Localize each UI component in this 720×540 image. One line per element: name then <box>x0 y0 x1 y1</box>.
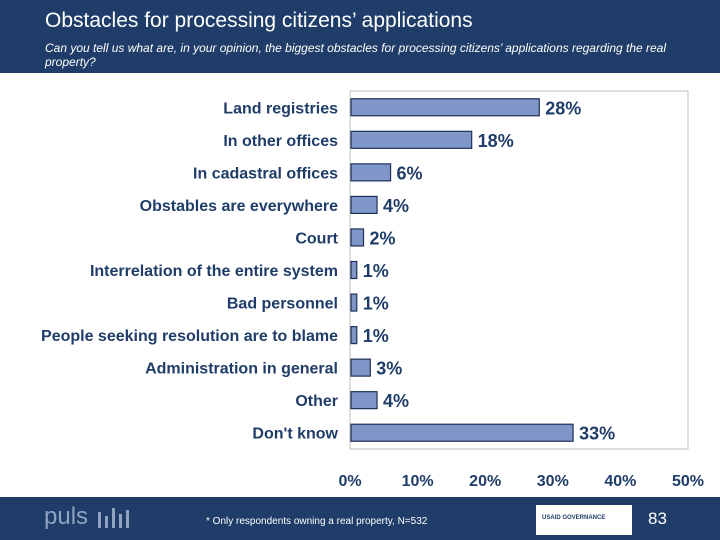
category-label: Court <box>295 230 338 247</box>
bar <box>350 228 365 247</box>
x-tick-label: 10% <box>402 473 434 490</box>
category-label: Obstables are everywhere <box>140 198 338 215</box>
category-label: In cadastral offices <box>193 165 338 182</box>
x-tick-label: 30% <box>537 473 569 490</box>
category-label: Don't know <box>252 426 338 443</box>
data-label: 18% <box>478 131 514 151</box>
bar <box>350 260 358 280</box>
x-tick-label: 20% <box>469 473 501 490</box>
category-label: Bad personnel <box>227 296 338 313</box>
page-title: Obstacles for processing citizens’ appli… <box>45 9 473 32</box>
data-label: 4% <box>383 196 409 216</box>
data-label: 33% <box>579 424 615 444</box>
partner-logo-text: USAID GOVERNANCE <box>542 515 606 521</box>
page-subtitle: Can you tell us what are, in your opinio… <box>45 41 667 69</box>
plot-area-frame <box>349 90 689 450</box>
category-label: Interrelation of the entire system <box>90 263 338 280</box>
data-label: 1% <box>363 261 389 281</box>
page-number: 83 <box>648 509 667 528</box>
data-label: 2% <box>370 228 396 248</box>
bar <box>350 325 358 345</box>
x-tick-label: 0% <box>338 473 361 490</box>
category-label: Land registries <box>223 100 338 117</box>
category-label: In other offices <box>223 133 338 150</box>
bar <box>350 358 371 377</box>
bar <box>350 195 378 215</box>
bar <box>350 98 540 117</box>
category-label: Other <box>295 393 338 410</box>
footer-banner: puls * Only respondents owning a real pr… <box>0 497 720 540</box>
x-tick-label: 50% <box>672 473 704 490</box>
bar <box>350 423 574 442</box>
partner-logo: USAID GOVERNANCE <box>536 505 632 535</box>
category-label: People seeking resolution are to blame <box>41 328 338 345</box>
data-label: 4% <box>383 391 409 411</box>
footnote: * Only respondents owning a real propert… <box>206 516 428 527</box>
bar <box>350 130 473 149</box>
data-label: 1% <box>363 326 389 346</box>
data-label: 6% <box>397 163 423 183</box>
bar <box>350 293 358 312</box>
bar <box>350 391 378 410</box>
data-label: 28% <box>545 98 581 118</box>
puls-logo: puls <box>44 503 89 530</box>
data-label: 1% <box>363 294 389 314</box>
header-banner: Obstacles for processing citizens’ appli… <box>0 0 720 73</box>
category-label: Administration in general <box>145 361 338 378</box>
x-tick-label: 40% <box>604 473 636 490</box>
data-label: 3% <box>376 359 402 379</box>
bar <box>350 163 392 182</box>
bar-chart: Land registries 28% In other offices 18% In … <box>41 90 704 490</box>
puls-bars-icon <box>98 508 129 528</box>
